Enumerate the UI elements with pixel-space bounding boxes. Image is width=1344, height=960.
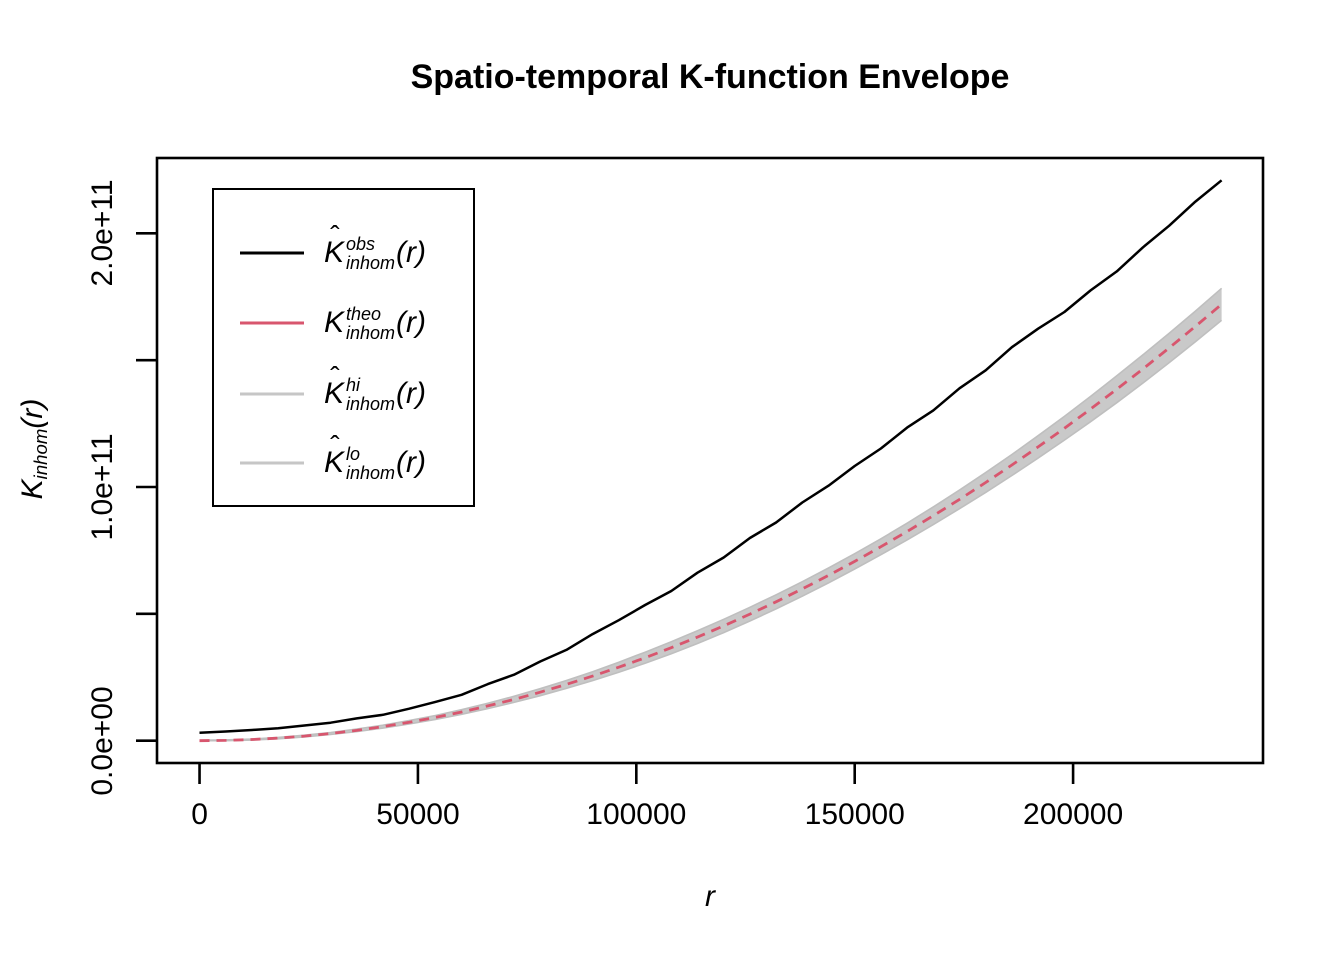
- legend-line-theo: [240, 321, 304, 325]
- x-tick-label: 50000: [376, 798, 460, 831]
- legend-label-sub: inhom: [346, 252, 396, 273]
- legend-label-arg: (r): [396, 306, 427, 339]
- legend-label-arg: (r): [396, 236, 427, 269]
- series-obs-line: [199, 179, 1223, 735]
- x-axis-label: r: [705, 880, 715, 913]
- legend-label-sup: lo: [346, 444, 361, 465]
- legend-line-obs: [240, 251, 304, 255]
- legend-label-main: K: [324, 236, 345, 269]
- y-tick-label: 1.0e+11: [86, 433, 119, 541]
- x-tick-label: 100000: [586, 798, 687, 831]
- x-tick-label: 150000: [804, 798, 905, 831]
- hat-glyph: ˆ: [330, 431, 340, 464]
- legend-line-lo: [240, 461, 304, 465]
- series-theo-line: [199, 303, 1223, 743]
- legend-label-arg: (r): [396, 446, 427, 479]
- chart-title: Spatio-temporal K-function Envelope: [410, 58, 1010, 96]
- y-label-main: K: [15, 479, 49, 500]
- legend-label-sub: inhom: [346, 462, 396, 483]
- legend-label-main: K: [324, 377, 345, 410]
- hat-glyph: ˆ: [330, 362, 340, 395]
- x-tick-label: 0: [191, 798, 208, 831]
- legend-label-sup: obs: [346, 234, 376, 255]
- y-tick-label: 2.0e+11: [86, 179, 119, 287]
- legend-label-main: K: [324, 446, 345, 479]
- legend-label-main: K: [324, 306, 345, 339]
- y-tick-label: 0.0e+00: [86, 686, 119, 796]
- legend-label-sup: theo: [346, 304, 382, 325]
- y-axis-label: Kinhom(r): [16, 399, 52, 500]
- legend-label-sub: inhom: [346, 393, 396, 414]
- legend-label-sup: hi: [346, 375, 361, 396]
- hat-glyph: ˆ: [330, 221, 340, 254]
- y-label-arg: (r): [15, 398, 49, 429]
- plot-border: [155, 156, 1265, 765]
- legend-label-arg: (r): [396, 377, 427, 410]
- y-label-subscript: inhom: [30, 428, 52, 480]
- x-tick-label: 200000: [1023, 798, 1124, 831]
- legend-label-sub: inhom: [346, 322, 396, 343]
- legend-line-hi: [240, 392, 304, 396]
